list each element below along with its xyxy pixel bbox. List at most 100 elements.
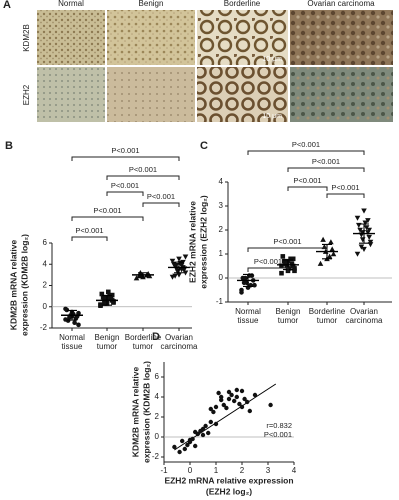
dot bbox=[239, 290, 244, 295]
y-axis-label: expression (EZH2 log₂) bbox=[198, 195, 208, 289]
y-axis-label: KDM2B mRNA relative bbox=[8, 240, 18, 331]
micrograph bbox=[37, 10, 105, 65]
dot bbox=[279, 263, 284, 269]
dot bbox=[200, 426, 206, 432]
p-value: P<0.001 bbox=[129, 165, 157, 174]
dot bbox=[288, 256, 293, 262]
dot bbox=[195, 431, 200, 437]
dot bbox=[317, 260, 324, 266]
y-tick-label: 4 bbox=[219, 177, 224, 186]
y-tick-label: 0 bbox=[43, 302, 48, 311]
dot bbox=[63, 317, 68, 322]
dot bbox=[365, 218, 371, 224]
dot bbox=[247, 408, 252, 414]
significance-bracket bbox=[287, 167, 365, 172]
dot bbox=[292, 266, 297, 271]
y-tick-label: 4 bbox=[155, 392, 160, 401]
dot bbox=[98, 302, 103, 307]
dot bbox=[211, 409, 216, 415]
annotation: r=0.832 bbox=[266, 421, 292, 430]
dot bbox=[237, 401, 242, 407]
y-tick-label: -1 bbox=[216, 297, 224, 306]
dot bbox=[216, 390, 221, 396]
p-value: P<0.001 bbox=[312, 157, 340, 166]
dot bbox=[103, 294, 108, 300]
row-label: EZH2 bbox=[22, 84, 31, 105]
dot bbox=[367, 239, 374, 245]
dot bbox=[208, 406, 213, 412]
dot bbox=[185, 442, 190, 448]
column-label: Borderline bbox=[224, 0, 261, 8]
x-tick-label: -1 bbox=[160, 466, 168, 475]
significance-bracket bbox=[247, 247, 328, 252]
dot bbox=[109, 292, 115, 298]
x-axis-label: EZH2 mRNA relative expression bbox=[164, 475, 293, 485]
dot bbox=[208, 419, 213, 425]
error-bar bbox=[138, 272, 148, 278]
p-value: P<0.001 bbox=[93, 206, 121, 215]
dot bbox=[193, 443, 198, 449]
x-tick-label: 3 bbox=[266, 466, 271, 475]
significance-bracket bbox=[106, 191, 144, 196]
y-tick-label: 1 bbox=[219, 249, 224, 258]
y-tick-label: -2 bbox=[40, 323, 48, 332]
x-tick-label: tissue bbox=[238, 316, 259, 325]
dot bbox=[100, 294, 106, 300]
dot bbox=[330, 251, 337, 257]
dot bbox=[172, 444, 177, 450]
x-tick-label: Ovarian bbox=[165, 333, 193, 342]
column-label: Benign bbox=[139, 0, 164, 8]
dot bbox=[241, 280, 247, 286]
x-tick-label: tumor bbox=[278, 316, 299, 325]
dot bbox=[292, 268, 297, 274]
dot bbox=[252, 282, 257, 288]
x-tick-label: tumor bbox=[97, 342, 118, 351]
p-value: P<0.001 bbox=[147, 192, 175, 201]
x-tick-label: tissue bbox=[62, 342, 83, 351]
y-tick-label: 6 bbox=[155, 372, 160, 381]
dot bbox=[176, 256, 182, 262]
y-tick-label: 2 bbox=[155, 412, 160, 421]
x-tick-label: 4 bbox=[292, 466, 297, 475]
dot bbox=[281, 258, 287, 264]
dot bbox=[219, 394, 224, 400]
dot bbox=[200, 432, 206, 438]
x-tick-label: Benign bbox=[276, 307, 301, 316]
micrograph bbox=[197, 10, 288, 65]
y-tick-label: -2 bbox=[152, 452, 160, 461]
dot bbox=[206, 430, 211, 436]
dot bbox=[187, 437, 193, 443]
dot bbox=[203, 423, 208, 429]
significance-bracket bbox=[71, 156, 180, 161]
significance-bracket bbox=[142, 202, 180, 207]
p-value: P<0.001 bbox=[111, 181, 139, 190]
y-axis-label: expression (KDM2B log₂) bbox=[141, 361, 151, 463]
x-tick-label: carcinoma bbox=[346, 316, 383, 325]
micrograph bbox=[290, 67, 393, 122]
error-bar bbox=[102, 295, 112, 306]
error-bar bbox=[359, 223, 369, 244]
dot bbox=[229, 392, 234, 398]
significance-bracket bbox=[71, 216, 144, 221]
scale-bar-label: 10 μm bbox=[262, 113, 282, 120]
dot bbox=[64, 307, 70, 313]
micrograph bbox=[290, 10, 393, 65]
dot bbox=[361, 246, 367, 252]
dot bbox=[234, 394, 239, 400]
y-axis-label: expression (KDM2B log₂) bbox=[19, 234, 29, 336]
x-tick-label: Benign bbox=[95, 333, 120, 342]
column-label: Normal bbox=[58, 0, 84, 8]
x-tick-label: 2 bbox=[240, 466, 245, 475]
dot bbox=[279, 270, 284, 276]
dot bbox=[358, 244, 365, 250]
dot bbox=[111, 299, 116, 304]
dot bbox=[290, 263, 296, 269]
dot bbox=[226, 389, 232, 395]
dot bbox=[320, 236, 326, 242]
dot bbox=[224, 405, 229, 411]
dot bbox=[354, 251, 361, 257]
significance-bracket bbox=[287, 186, 328, 191]
p-value: P<0.001 bbox=[111, 146, 139, 155]
annotation: P<0.001 bbox=[264, 430, 292, 439]
significance-bracket bbox=[247, 150, 365, 155]
